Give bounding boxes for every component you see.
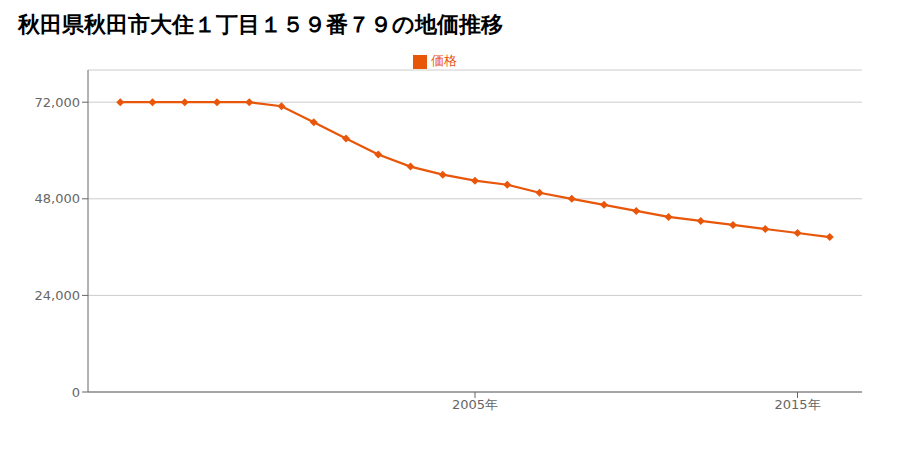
svg-text:2005年: 2005年 xyxy=(452,397,498,412)
html-text:秋田県秋田市大住１丁目１５９番７９の地価推移: 秋田県秋田市大住１丁目１５９番７９の地価推移 xyxy=(18,12,503,37)
svg-text:72,000: 72,000 xyxy=(35,95,81,110)
svg-text:24,000: 24,000 xyxy=(35,288,81,303)
svg-text:48,000: 48,000 xyxy=(35,191,81,206)
svg-text:2015年: 2015年 xyxy=(774,397,820,412)
html-text:価格: 価格 xyxy=(431,53,457,68)
svg-text:0: 0 xyxy=(72,385,80,400)
